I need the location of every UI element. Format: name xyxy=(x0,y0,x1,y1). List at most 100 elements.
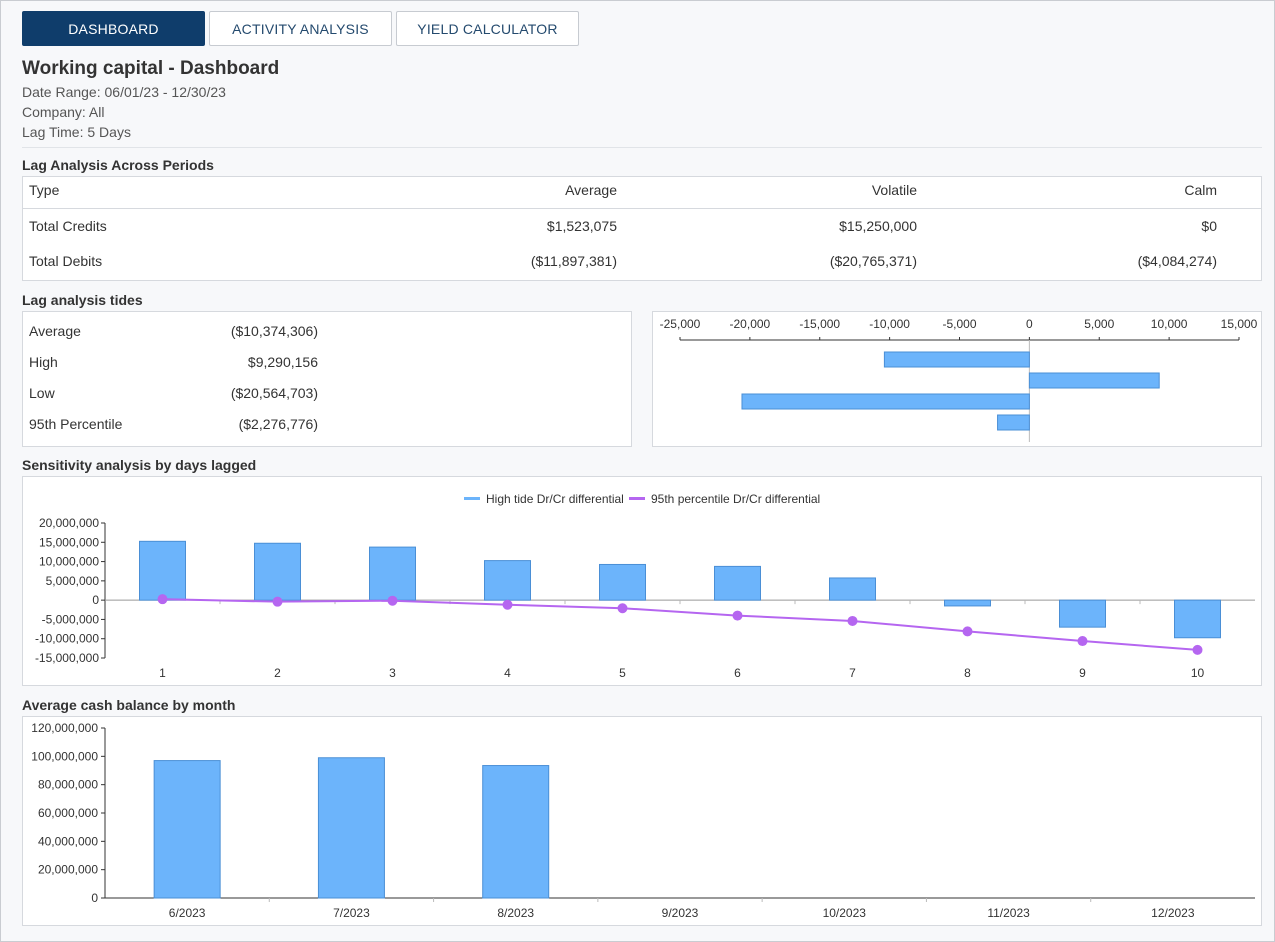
x-tick-label: 8/2023 xyxy=(497,906,534,920)
bar-day-10 xyxy=(1174,599,1221,639)
cash-balance-title: Average cash balance by month xyxy=(22,697,236,713)
row-type: Total Credits xyxy=(29,218,107,234)
row-type: Total Debits xyxy=(29,253,103,269)
bar-day-9 xyxy=(1059,599,1106,628)
sensitivity-title: Sensitivity analysis by days lagged xyxy=(22,457,257,473)
tab-dashboard[interactable]: DASHBOARD xyxy=(22,11,205,46)
lag-time-text: Lag Time: 5 Days xyxy=(22,124,131,140)
sensitivity-chart: High tide Dr/Cr differential 95th percent… xyxy=(35,492,1255,680)
line-point-day-10 xyxy=(1192,644,1203,655)
legend-label: 95th percentile Dr/Cr differential xyxy=(651,492,820,506)
y-tick-label: 40,000,000 xyxy=(38,834,98,848)
company-text: Company: All xyxy=(22,104,105,120)
bar-month-6-2023 xyxy=(153,760,221,899)
bar-95th-percentile xyxy=(997,414,1030,431)
series-line-95th-percentile xyxy=(162,598,1198,651)
row-calm: ($4,084,274) xyxy=(1137,253,1217,269)
x-tick-label: 6/2023 xyxy=(169,906,206,920)
bar-high xyxy=(1028,372,1160,389)
legend: High tide Dr/Cr differential 95th percent… xyxy=(464,492,820,506)
bar-low xyxy=(741,393,1030,410)
x-tick-label: 9/2023 xyxy=(662,906,699,920)
tides-chart-panel: -25,000 -20,000 -15,000 -10,000 -5,000 0 5,000… xyxy=(652,311,1262,447)
tide-value: ($20,564,703) xyxy=(230,385,318,401)
y-tick-label: 120,000,000 xyxy=(31,721,98,735)
bar-day-5 xyxy=(599,563,646,601)
x-tick-label: 4 xyxy=(504,666,511,680)
x-tick-label: 6 xyxy=(734,666,741,680)
table-header: Type Average Volatile Calm xyxy=(23,177,1261,209)
bar-day-6 xyxy=(714,565,761,601)
x-tick-label: 5 xyxy=(619,666,626,680)
line-point-day-7 xyxy=(847,615,858,626)
x-tick-label: 7/2023 xyxy=(333,906,370,920)
line-point-day-4 xyxy=(502,599,513,610)
bar-day-2 xyxy=(254,542,301,601)
tides-title: Lag analysis tides xyxy=(22,292,143,308)
column-header-volatile: Volatile xyxy=(871,182,917,198)
y-tick-label: 80,000,000 xyxy=(38,778,98,792)
column-header-type: Type xyxy=(29,182,60,198)
tides-bar-chart: -25,000 -20,000 -15,000 -10,000 -5,000 0 5,000… xyxy=(660,317,1258,442)
tide-value: ($10,374,306) xyxy=(230,323,318,339)
tab-yield-calculator[interactable]: YIELD CALCULATOR xyxy=(396,11,579,46)
line-point-day-9 xyxy=(1077,636,1088,647)
y-tick-label: -5,000,000 xyxy=(42,612,100,626)
sensitivity-chart-panel: High tide Dr/Cr differential 95th percent… xyxy=(22,476,1262,686)
tide-value: $9,290,156 xyxy=(247,354,318,370)
row-calm: $0 xyxy=(1201,218,1217,234)
legend-label: High tide Dr/Cr differential xyxy=(486,492,624,506)
bar-day-8 xyxy=(944,599,991,607)
column-header-average: Average xyxy=(565,182,617,198)
x-tick-label: -20,000 xyxy=(730,317,771,331)
x-tick-label: 10/2023 xyxy=(823,906,867,920)
x-tick-label: 10 xyxy=(1191,666,1205,680)
x-tick-label: 7 xyxy=(849,666,856,680)
bar-day-3 xyxy=(369,546,416,601)
bar-day-7 xyxy=(829,577,876,601)
row-volatile: ($20,765,371) xyxy=(829,253,917,269)
bar-month-7-2023 xyxy=(317,757,385,899)
x-tick-label: -5,000 xyxy=(942,317,976,331)
x-tick-label: 15,000 xyxy=(1221,317,1258,331)
y-tick-label: 20,000,000 xyxy=(39,516,99,530)
bar-day-1 xyxy=(139,540,186,601)
tide-label: 95th Percentile xyxy=(29,416,123,432)
page-title: Working capital - Dashboard xyxy=(22,58,280,79)
line-point-day-5 xyxy=(617,603,628,614)
lag-periods-title: Lag Analysis Across Periods xyxy=(22,157,214,173)
line-point-day-8 xyxy=(962,626,973,637)
cash-balance-chart-panel: 120,000,000 100,000,000 80,000,000 60,000,0… xyxy=(22,716,1262,926)
x-tick-label: 10,000 xyxy=(1151,317,1188,331)
header-divider xyxy=(22,147,1262,148)
y-tick-label: 0 xyxy=(92,593,99,607)
y-tick-label: 5,000,000 xyxy=(46,574,100,588)
line-point-day-6 xyxy=(732,610,743,621)
y-tick-label: 15,000,000 xyxy=(39,535,99,549)
row-average: ($11,897,381) xyxy=(530,253,617,269)
column-header-calm: Calm xyxy=(1184,182,1217,198)
date-range-text: Date Range: 06/01/23 - 12/30/23 xyxy=(22,84,226,100)
x-tick-label: 1 xyxy=(159,666,166,680)
x-tick-label: 12/2023 xyxy=(1151,906,1195,920)
y-tick-label: 60,000,000 xyxy=(38,806,98,820)
tide-value: ($2,276,776) xyxy=(238,416,318,432)
tide-label: Low xyxy=(29,385,55,401)
row-average: $1,523,075 xyxy=(546,218,617,234)
line-point-day-3 xyxy=(387,595,398,606)
tides-table: Average ($10,374,306) High $9,290,156 Lo… xyxy=(22,311,632,447)
x-tick-label: -25,000 xyxy=(660,317,701,331)
x-tick-label: 2 xyxy=(274,666,281,680)
x-tick-label: 8 xyxy=(964,666,971,680)
lag-periods-table: Type Average Volatile Calm Total Credits… xyxy=(22,176,1262,281)
row-volatile: $15,250,000 xyxy=(839,218,917,234)
tab-activity-analysis[interactable]: ACTIVITY ANALYSIS xyxy=(209,11,392,46)
legend-swatch-line xyxy=(629,497,645,500)
bar-average xyxy=(883,351,1030,368)
y-tick-label: 10,000,000 xyxy=(39,555,99,569)
x-tick-label: 5,000 xyxy=(1084,317,1114,331)
cash-balance-chart: 120,000,000 100,000,000 80,000,000 60,000,0… xyxy=(31,721,1255,920)
x-tick-label: 11/2023 xyxy=(987,906,1030,920)
line-point-day-1 xyxy=(157,594,168,605)
